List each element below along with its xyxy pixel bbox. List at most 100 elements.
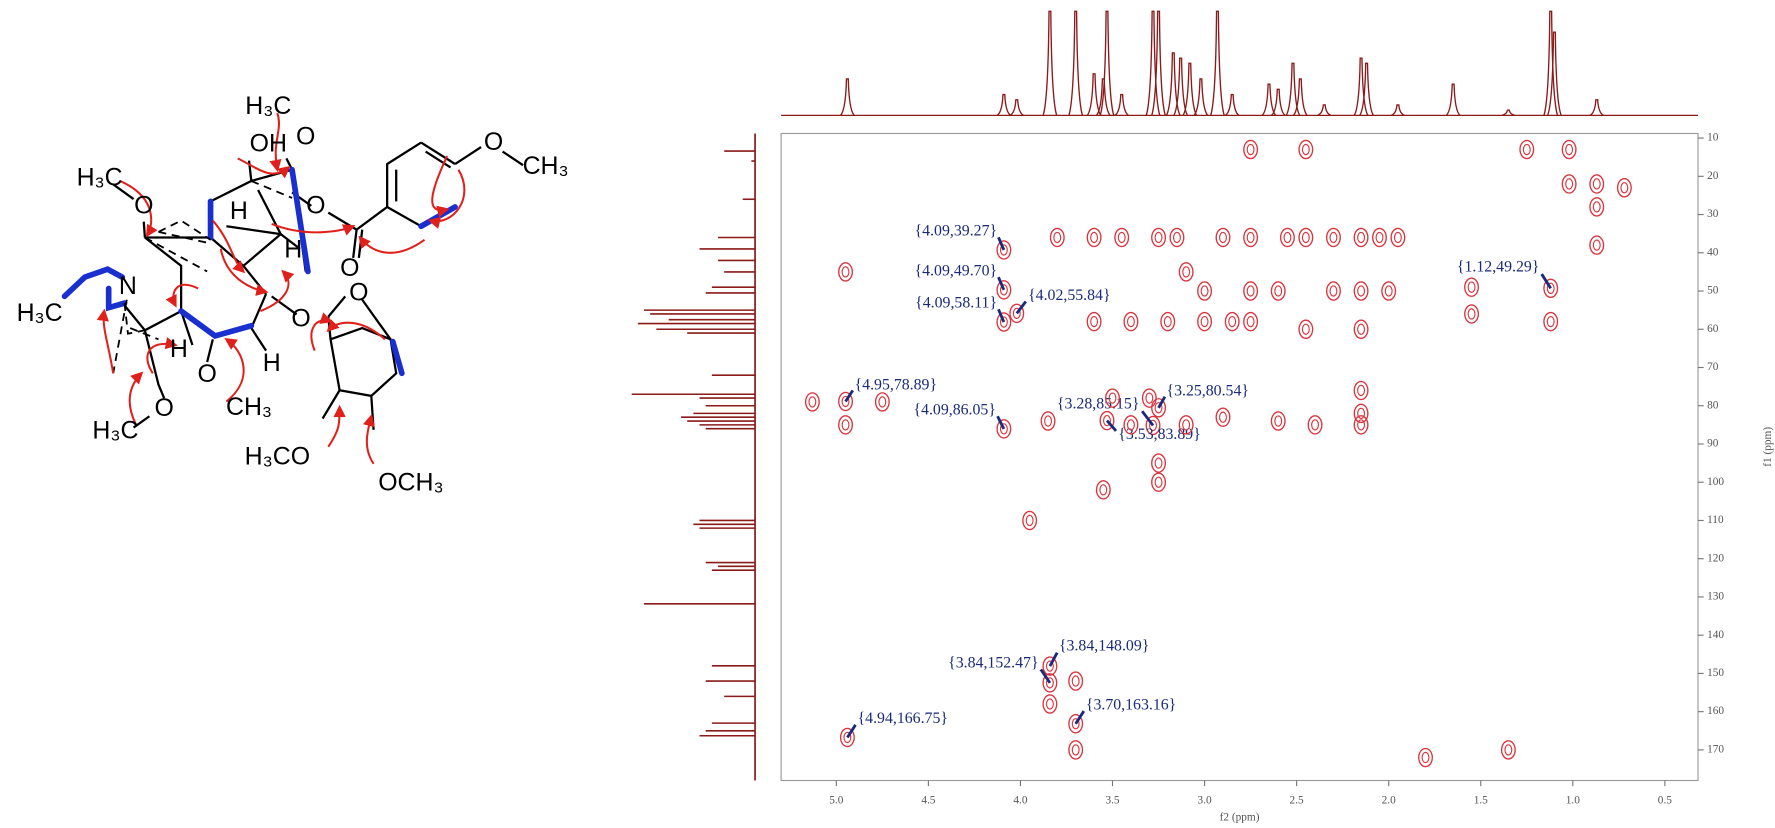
leader-line xyxy=(1105,419,1118,432)
leader-line xyxy=(1074,710,1086,725)
cross-peak-contour xyxy=(1246,231,1255,244)
cross-peak xyxy=(1099,410,1115,431)
atom-label: O xyxy=(484,128,503,156)
series: {4.09,39.27} {4.09,49.70} {4.09,58.11} {4.0… xyxy=(838,223,1559,748)
cross-peak xyxy=(1418,747,1433,768)
f2-peak xyxy=(1173,57,1189,116)
cross-peak xyxy=(996,419,1012,439)
cross-peak-contour xyxy=(1357,231,1366,244)
bonds xyxy=(61,141,524,430)
cross-peak xyxy=(1589,174,1605,194)
cross-peak-contour xyxy=(1274,415,1283,427)
cross-peak xyxy=(1068,671,1084,691)
cross-peak-contour xyxy=(1182,266,1191,278)
cross-peak xyxy=(1243,311,1259,332)
x-tick-label: 1.0 xyxy=(1566,794,1580,806)
atom-label: O xyxy=(134,192,153,220)
cross-peak xyxy=(1086,227,1102,248)
f2-peak xyxy=(1589,99,1604,116)
peak-label: {3.25,80.54} xyxy=(1166,383,1249,400)
cross-peak xyxy=(1353,319,1369,339)
cross-peak xyxy=(1298,139,1314,160)
cross-peak-contour xyxy=(1384,285,1393,297)
cross-peak-contour xyxy=(1154,476,1163,488)
cross-peak xyxy=(1178,415,1194,435)
atom-label: H₃C xyxy=(77,163,123,191)
cross-peak-contour xyxy=(1103,414,1111,427)
x-tick-label: 4.5 xyxy=(921,794,935,806)
cross-peak-contour xyxy=(1393,231,1402,244)
atom-label: O xyxy=(154,394,173,422)
cross-peak xyxy=(996,240,1012,260)
cross-peak xyxy=(1353,227,1369,248)
cross-peak-contour xyxy=(1200,285,1209,297)
cross-peak-contour xyxy=(1301,231,1310,244)
cross-peak-contour xyxy=(1357,285,1366,297)
cross-peak xyxy=(804,392,820,412)
peak-label: {4.09,86.05} xyxy=(913,401,996,418)
cross-peak-contour xyxy=(1467,308,1476,320)
f2-peak xyxy=(1359,62,1374,116)
cross-peak-contour xyxy=(1421,751,1430,764)
leader-line xyxy=(844,389,854,403)
cross-peak xyxy=(1145,415,1161,436)
atom-label: OCH₃ xyxy=(378,469,443,497)
structure: H₃C O OH O CH₃ H₃C O H H O O N H₃C O O H… xyxy=(17,92,569,497)
cross-peak-contour xyxy=(1375,231,1384,244)
cross-peak-contour xyxy=(1592,239,1601,251)
cross-peak-contour xyxy=(808,396,817,408)
cross-peak xyxy=(1123,311,1139,332)
cross-peak xyxy=(1197,281,1213,301)
cross-peak-contour xyxy=(1565,143,1574,156)
cross-peak-contour xyxy=(1071,675,1080,687)
cross-peak-contour xyxy=(1154,457,1163,469)
cross-peak-contour xyxy=(878,396,887,408)
f2-peak xyxy=(1292,78,1308,116)
x-tick-label: 1.5 xyxy=(1474,794,1488,806)
cross-peak xyxy=(1270,281,1286,301)
cross-peak-contour xyxy=(1283,231,1292,244)
cross-peak-contour xyxy=(1246,285,1255,297)
cross-peak xyxy=(1353,415,1369,435)
cross-peak xyxy=(1589,235,1605,255)
cross-peak xyxy=(1197,311,1213,332)
cross-peak xyxy=(1390,227,1406,248)
cross-peak xyxy=(838,391,854,412)
cross-peak xyxy=(1215,407,1231,427)
y-tick-label: 110 xyxy=(1707,514,1724,526)
cross-peak xyxy=(874,392,890,412)
cross-peak xyxy=(1151,398,1167,418)
x-tick-label: 2.0 xyxy=(1382,794,1396,806)
cross-peak xyxy=(838,262,854,282)
cross-peak-contour xyxy=(1565,178,1574,190)
y-tick-label: 10 xyxy=(1707,132,1719,144)
cross-peak xyxy=(1464,277,1480,297)
f2-peak xyxy=(996,93,1012,116)
leader-line xyxy=(997,236,1006,251)
cross-peak-contour xyxy=(1099,484,1108,496)
cross-peak xyxy=(1464,304,1480,324)
f2-peak xyxy=(1009,99,1024,116)
cross-peak xyxy=(1298,227,1314,248)
atom-label: H₃CO xyxy=(245,443,310,471)
y-tick-label: 30 xyxy=(1707,208,1719,220)
f2-peak xyxy=(1068,10,1084,116)
cross-peak-contour xyxy=(1522,143,1531,156)
f1-projection xyxy=(631,150,756,737)
cross-peak-contour xyxy=(1126,315,1135,328)
f2-peak xyxy=(1546,31,1562,116)
y-tick-label: 80 xyxy=(1707,399,1719,411)
cross-peak xyxy=(1279,227,1295,248)
cross-peak xyxy=(839,727,855,748)
cross-peak-contour xyxy=(1025,514,1034,527)
plot-frame xyxy=(780,132,1699,782)
y-tick-label: 90 xyxy=(1707,438,1719,450)
y-tick-label: 160 xyxy=(1707,705,1724,717)
cross-peak-contour xyxy=(1163,315,1172,328)
cross-peak xyxy=(1372,227,1387,248)
leader-line xyxy=(1039,668,1052,684)
cross-peak-contour xyxy=(841,419,850,431)
f2-peak xyxy=(1210,10,1225,116)
cross-peak xyxy=(1307,415,1323,435)
